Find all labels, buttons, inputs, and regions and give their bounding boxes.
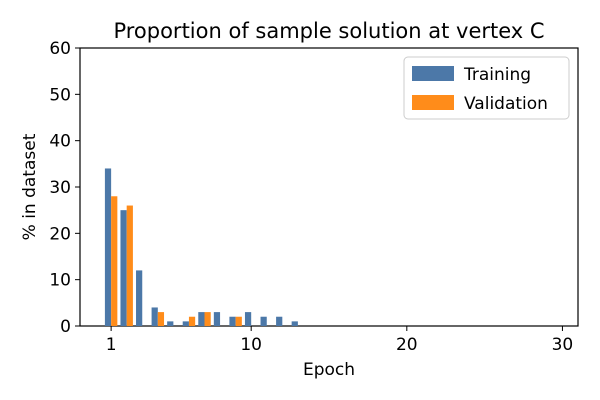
legend-label-training: Training: [463, 65, 531, 85]
bar-training-7: [198, 312, 205, 326]
bar-training-8: [213, 312, 221, 326]
bar-training-10: [244, 312, 252, 326]
y-tick-label: 20: [49, 224, 71, 244]
bars: [104, 168, 298, 326]
x-tick-label: 1: [106, 335, 117, 355]
bar-training-2: [120, 210, 127, 326]
bar-training-9: [229, 316, 236, 326]
bar-training-12: [276, 316, 283, 326]
bar-validation-1: [111, 196, 118, 326]
bar-training-4: [151, 307, 158, 326]
y-tick-label: 60: [49, 39, 71, 59]
chart-title: Proportion of sample solution at vertex …: [113, 19, 544, 43]
bar-training-6: [182, 321, 189, 326]
legend-label-validation: Validation: [464, 94, 548, 114]
legend-swatch-training: [412, 66, 454, 81]
y-axis-label: % in dataset: [20, 133, 40, 240]
x-axis-ticks: 1 10 20 30: [106, 326, 574, 355]
y-tick-label: 50: [49, 85, 71, 105]
bar-validation-2: [126, 205, 133, 326]
x-tick-label: 20: [396, 335, 418, 355]
y-tick-label: 10: [49, 271, 71, 291]
bar-validation-9: [235, 316, 242, 326]
y-tick-label: 0: [60, 317, 71, 337]
x-tick-label: 30: [552, 335, 574, 355]
x-axis-label: Epoch: [303, 360, 355, 380]
bar-training-11: [260, 316, 267, 326]
x-tick-label: 10: [240, 335, 262, 355]
y-axis-ticks: 0 10 20 30 40 50 60: [49, 39, 80, 337]
bar-validation-6: [188, 316, 196, 326]
bar-training-3: [136, 270, 143, 326]
y-tick-label: 40: [49, 132, 71, 152]
bar-training-1: [104, 168, 112, 326]
bar-training-13: [291, 321, 298, 326]
y-tick-label: 30: [49, 178, 71, 198]
legend-swatch-validation: [412, 95, 454, 110]
bar-validation-7: [204, 312, 211, 326]
bar-validation-4: [157, 312, 165, 326]
bar-training-5: [167, 321, 174, 326]
legend: Training Validation: [403, 56, 570, 120]
